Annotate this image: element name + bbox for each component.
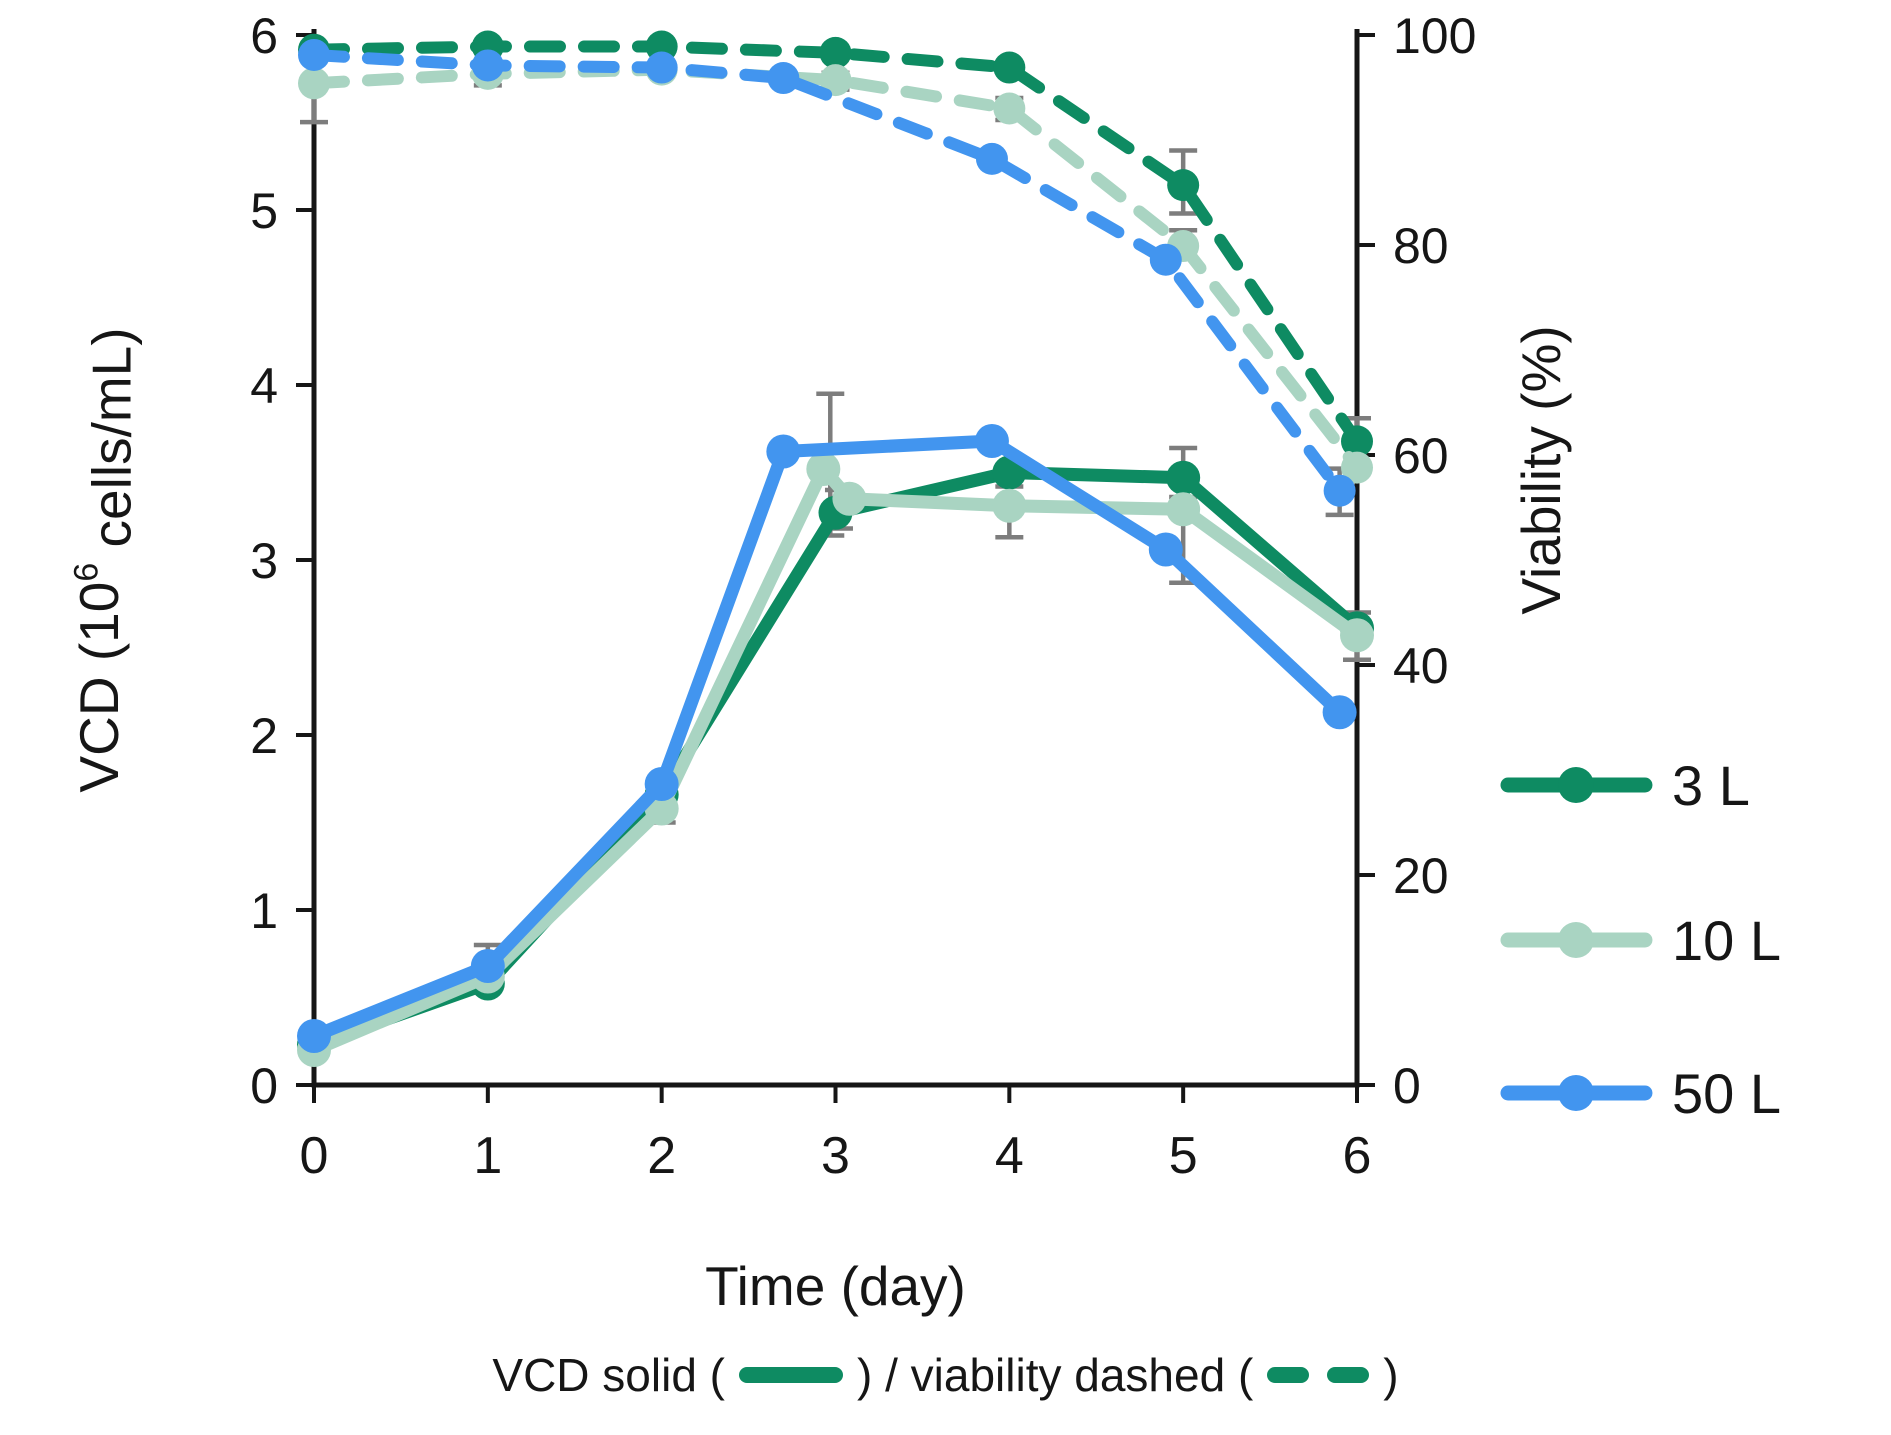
caption-text-close: ): [1383, 1349, 1399, 1401]
legend-entry-50-l: 50 L: [1500, 1062, 1781, 1125]
legend-label: 10 L: [1672, 909, 1781, 972]
caption-text-viability: ) / viability dashed (: [857, 1349, 1254, 1401]
series-50-l-viability-marker: [975, 142, 1008, 175]
series-3-l-viability-marker: [993, 51, 1026, 84]
legend-marker-icon: [1558, 1075, 1594, 1111]
left-axis-title: VCD (106 cells/mL): [68, 327, 143, 792]
caption-text-vcd: VCD solid (: [492, 1349, 725, 1401]
solid-line-swatch-icon: [739, 1367, 843, 1383]
right-axis-tick-label: 40: [1393, 638, 1449, 694]
legend-marker-icon: [1558, 767, 1594, 803]
x-axis-tick-label: 2: [647, 1127, 676, 1185]
left-axis-tick-label: 3: [250, 533, 278, 589]
series-50-l-vcd-marker: [297, 1019, 331, 1053]
left-axis-tick-label: 6: [250, 8, 278, 64]
dash-segment-icon: [1327, 1367, 1370, 1383]
left-axis-tick-label: 2: [250, 708, 278, 764]
series-50-l-viability-line: [308, 48, 1346, 497]
right-axis-title: Viability (%): [1510, 325, 1572, 614]
series-50-l-viability-marker: [471, 49, 504, 82]
left-axis-tick-label: 0: [250, 1058, 278, 1114]
legend-label: 3 L: [1672, 754, 1750, 817]
series-50-l-viability-marker: [1149, 243, 1182, 276]
left-axis-tick-label: 1: [250, 883, 278, 939]
series-10-l-viability-marker: [298, 67, 330, 100]
left-axis-tick-label: 5: [250, 183, 278, 239]
x-axis-tick-label: 1: [473, 1127, 502, 1185]
dashed-line-swatch-icon: [1267, 1367, 1370, 1383]
dash-segment-icon: [1267, 1367, 1310, 1383]
series-3-l-vcd-marker: [1166, 460, 1201, 495]
series-50-l-vcd-marker: [766, 434, 801, 469]
x-axis-tick-label: 6: [1343, 1127, 1372, 1185]
series-50-l-vcd-marker: [974, 424, 1009, 458]
series-50-l-vcd-marker: [470, 949, 505, 983]
series-50-l-vcd-marker: [644, 767, 679, 801]
legend-entry-10-l: 10 L: [1500, 909, 1781, 972]
right-axis-tick-label: 80: [1393, 218, 1449, 274]
series-10-l-viability-marker: [1341, 451, 1373, 484]
x-axis-tick-label: 4: [995, 1127, 1024, 1185]
right-axis-tick-label: 20: [1393, 848, 1449, 904]
legend-label: 50 L: [1672, 1062, 1781, 1125]
series-10-l-vcd-line: [307, 462, 1364, 1057]
figure-caption: VCD solid ( ) / viability dashed ( ): [0, 1348, 1891, 1402]
series-50-l-viability-marker: [767, 62, 800, 95]
series-50-l-viability-marker: [1323, 474, 1356, 507]
series-10-l-vcd-marker: [1166, 492, 1201, 527]
series-10-l-viability-line: [308, 63, 1363, 474]
series-3-l-vcd-line: [307, 466, 1364, 1052]
series-10-l-vcd-marker: [806, 452, 841, 486]
legend-entry-3-l: 3 L: [1500, 754, 1750, 817]
series-3-l-viability-marker: [1167, 169, 1200, 202]
right-axis-tick-label: 60: [1393, 428, 1449, 484]
series-3-l-viability-line: [308, 40, 1363, 448]
right-axis-tick-label: 0: [1393, 1058, 1421, 1114]
x-axis-tick-label: 5: [1169, 1127, 1198, 1185]
x-axis-tick-label: 3: [821, 1127, 850, 1185]
left-axis-tick-label: 4: [250, 358, 278, 414]
series-3-l-viability-marker: [1341, 425, 1373, 458]
series-10-l-vcd-marker: [1340, 618, 1374, 653]
series-50-l-vcd-marker: [1322, 695, 1357, 730]
series-10-l-vcd-marker: [992, 488, 1027, 523]
legend-marker-icon: [1558, 922, 1594, 958]
x-axis-tick-label: 0: [300, 1127, 329, 1185]
series-3-l-viability-marker: [819, 36, 852, 69]
series-10-l-viability-marker: [993, 92, 1026, 125]
series-50-l-viability-marker: [298, 38, 330, 71]
series-50-l-vcd-marker: [1148, 532, 1183, 567]
x-axis-title: Time (day): [705, 1255, 966, 1317]
series-50-l-viability-marker: [645, 51, 678, 84]
right-axis-tick-label: 100: [1393, 8, 1476, 64]
series-10-l-viability-marker: [819, 64, 852, 97]
series-10-l-vcd-marker: [832, 481, 867, 516]
